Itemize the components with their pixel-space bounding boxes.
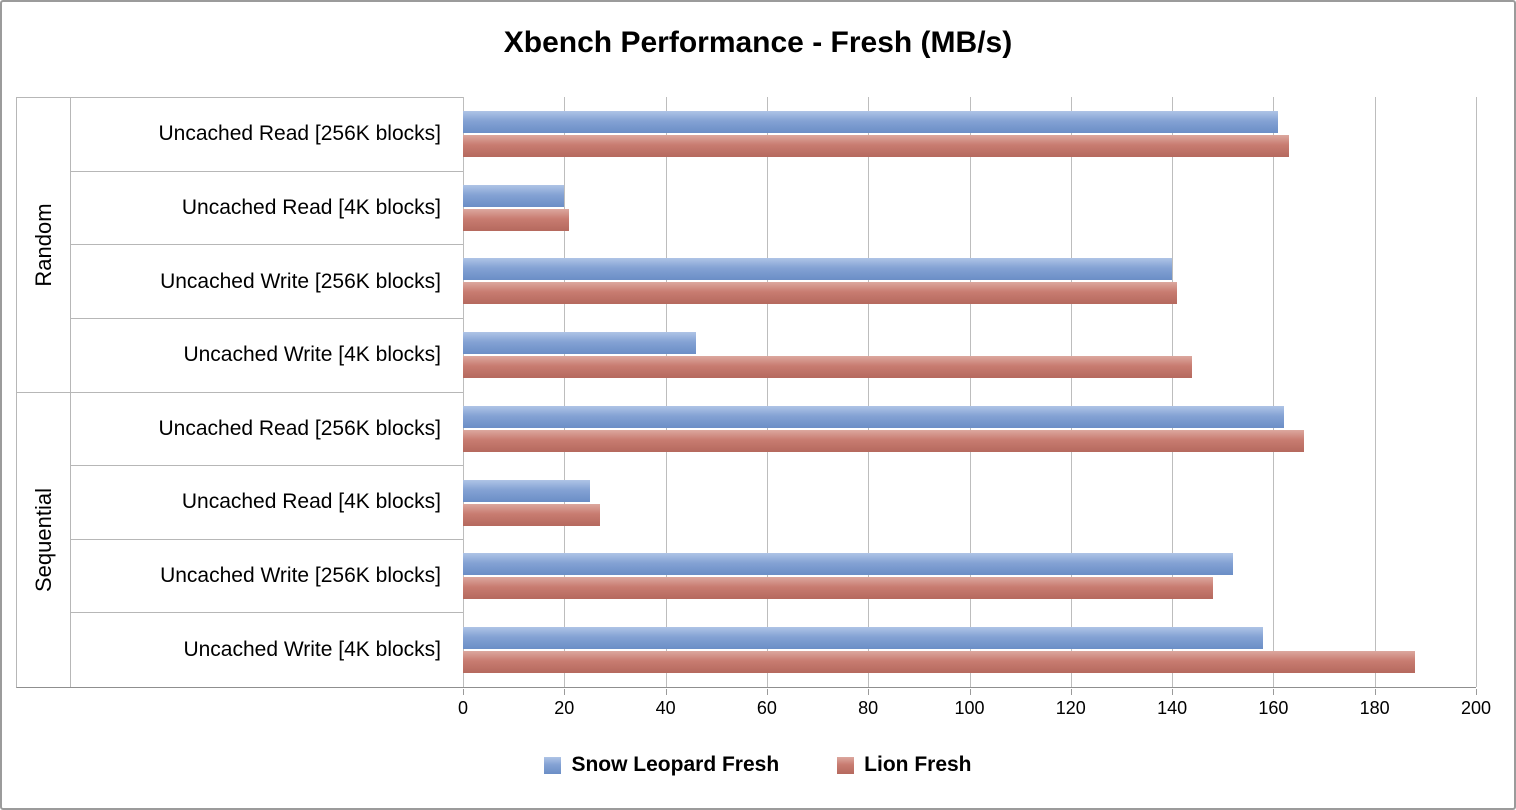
bar-snow-leopard-fresh bbox=[463, 627, 1264, 650]
category-label: Uncached Write [256K blocks] bbox=[71, 245, 463, 319]
bar-lion-fresh bbox=[463, 282, 1178, 305]
chart-title: Xbench Performance - Fresh (MB/s) bbox=[503, 26, 1013, 59]
bar-snow-leopard-fresh bbox=[463, 110, 1279, 133]
bar-row bbox=[463, 171, 1476, 245]
x-axis-tick bbox=[665, 689, 667, 695]
gridline bbox=[969, 97, 971, 687]
category-label: Uncached Read [256K blocks] bbox=[71, 393, 463, 467]
bar-lion-fresh bbox=[463, 429, 1304, 452]
bar-snow-leopard-fresh bbox=[463, 479, 590, 502]
bar-lion-fresh bbox=[463, 356, 1193, 379]
x-axis-tick-label: 180 bbox=[1359, 698, 1390, 718]
bar-lion-fresh bbox=[463, 208, 570, 231]
x-axis-tick-label: 0 bbox=[457, 698, 469, 718]
category-label: Uncached Write [4K blocks] bbox=[183, 638, 441, 662]
x-axis: 0 20 40 60 80 100 120 140 160 180 200 bbox=[458, 689, 1491, 723]
bar-snow-leopard-fresh bbox=[463, 184, 565, 207]
group-label-sequential: Sequential bbox=[17, 392, 71, 687]
legend-swatch-lion-fresh bbox=[837, 756, 855, 774]
group-label-text: Sequential bbox=[30, 487, 56, 592]
legend-item-snow-leopard-fresh: Snow Leopard Fresh bbox=[544, 753, 779, 777]
category-label: Uncached Read [256K blocks] bbox=[71, 98, 463, 172]
bar-row bbox=[463, 97, 1476, 171]
legend-label: Lion Fresh bbox=[864, 753, 972, 776]
bar-lion-fresh bbox=[463, 503, 600, 526]
bar-snow-leopard-fresh bbox=[463, 332, 696, 355]
legend-swatch-snow-leopard-fresh bbox=[544, 756, 562, 774]
bar-row bbox=[463, 613, 1476, 687]
gridline bbox=[1070, 97, 1072, 687]
x-axis-tick bbox=[1374, 689, 1376, 695]
gridline bbox=[766, 97, 768, 687]
bar-row bbox=[463, 318, 1476, 392]
bar-row bbox=[463, 466, 1476, 540]
plot-area bbox=[463, 97, 1477, 688]
x-axis-tick-label: 40 bbox=[655, 698, 676, 718]
x-axis-tick-label: 100 bbox=[954, 698, 985, 718]
x-axis-tick bbox=[1273, 689, 1275, 695]
category-label: Uncached Read [4K blocks] bbox=[71, 172, 463, 246]
bar-row bbox=[463, 245, 1476, 319]
bar-lion-fresh bbox=[463, 577, 1213, 600]
bar-lion-fresh bbox=[463, 651, 1416, 674]
x-axis-tick bbox=[564, 689, 566, 695]
x-axis-tick-label: 120 bbox=[1055, 698, 1086, 718]
bar-snow-leopard-fresh bbox=[463, 258, 1173, 281]
x-axis-tick-label: 140 bbox=[1157, 698, 1188, 718]
gridline bbox=[1172, 97, 1174, 687]
gridline bbox=[463, 97, 464, 687]
x-axis-tick bbox=[868, 689, 870, 695]
gridline bbox=[665, 97, 667, 687]
legend-item-lion-fresh: Lion Fresh bbox=[837, 753, 972, 777]
category-label: Uncached Write [4K blocks] bbox=[71, 319, 463, 393]
bar-row bbox=[463, 392, 1476, 466]
x-axis-tick-label: 200 bbox=[1460, 698, 1492, 718]
gridline bbox=[1476, 97, 1477, 687]
category-label: Uncached Write [256K blocks] bbox=[71, 540, 463, 614]
x-axis-tick-label: 20 bbox=[554, 698, 575, 718]
group-label-random: Random bbox=[17, 98, 71, 393]
x-axis-tick bbox=[766, 689, 768, 695]
gridline bbox=[1273, 97, 1275, 687]
bar-lion-fresh bbox=[463, 134, 1289, 157]
legend: Snow Leopard Fresh Lion Fresh bbox=[2, 753, 1514, 777]
x-axis-tick bbox=[463, 689, 464, 695]
x-axis-tick bbox=[969, 689, 971, 695]
gridline bbox=[868, 97, 870, 687]
gridline bbox=[564, 97, 566, 687]
x-axis-tick-label: 80 bbox=[858, 698, 879, 718]
x-axis-tick-label: 160 bbox=[1258, 698, 1289, 718]
x-axis-tick bbox=[1476, 689, 1477, 695]
category-label-table: Random Uncached Read [256K blocks] Uncache… bbox=[16, 97, 463, 688]
x-axis-tick bbox=[1172, 689, 1174, 695]
bar-row bbox=[463, 540, 1476, 614]
category-label: Uncached Read [4K blocks] bbox=[71, 466, 463, 540]
legend-label: Snow Leopard Fresh bbox=[571, 753, 780, 776]
bar-snow-leopard-fresh bbox=[463, 405, 1284, 428]
x-axis-tick bbox=[1070, 689, 1072, 695]
group-label-text: Random bbox=[30, 203, 56, 287]
bar-snow-leopard-fresh bbox=[463, 553, 1233, 576]
x-axis-tick-label: 60 bbox=[756, 698, 777, 718]
gridline bbox=[1374, 97, 1376, 687]
